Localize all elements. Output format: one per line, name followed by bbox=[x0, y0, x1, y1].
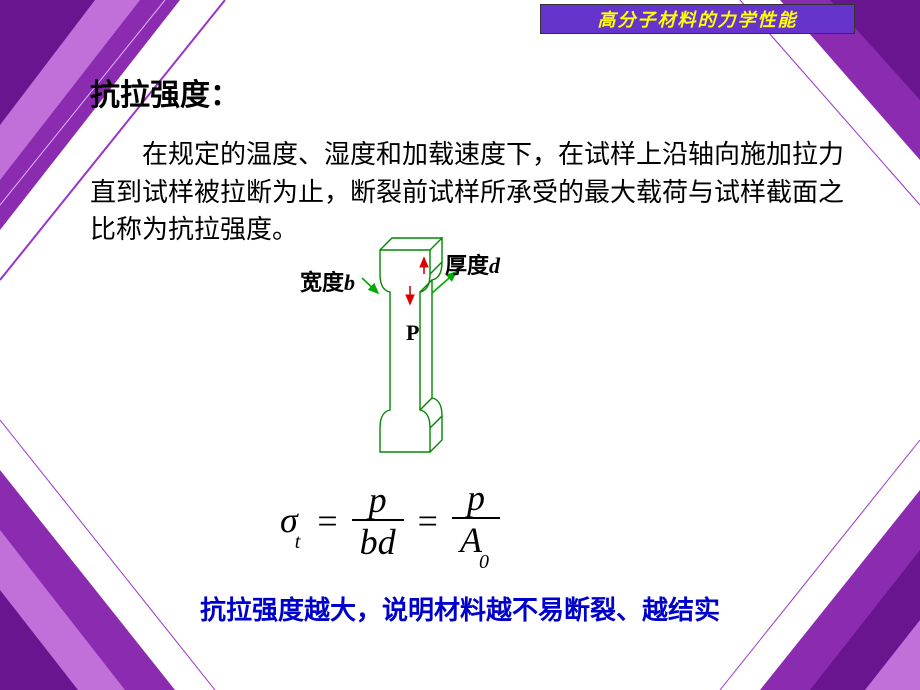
sigma: σt bbox=[280, 499, 303, 544]
conclusion-text: 抗拉强度越大，说明材料越不易断裂、越结实 bbox=[0, 590, 920, 627]
formula: σt = p bd = p A0 bbox=[280, 480, 500, 562]
label-force: P bbox=[406, 320, 419, 346]
equals-1: = bbox=[313, 500, 341, 542]
label-width: 宽度b bbox=[300, 265, 355, 297]
header-badge: 高分子材料的力学性能 bbox=[540, 4, 855, 34]
content-area: 抗拉强度： 在规定的温度、湿度和加载速度下，在试样上沿轴向施加拉力直到试样被拉断… bbox=[90, 70, 850, 249]
label-thickness: 厚度d bbox=[445, 248, 500, 280]
fraction-1: p bd bbox=[352, 482, 404, 560]
section-title: 抗拉强度： bbox=[90, 70, 850, 114]
equals-2: = bbox=[414, 500, 442, 542]
specimen-diagram: 宽度b 厚度d P bbox=[300, 230, 620, 480]
fraction-2: p A0 bbox=[452, 480, 500, 562]
header-text: 高分子材料的力学性能 bbox=[598, 6, 798, 32]
